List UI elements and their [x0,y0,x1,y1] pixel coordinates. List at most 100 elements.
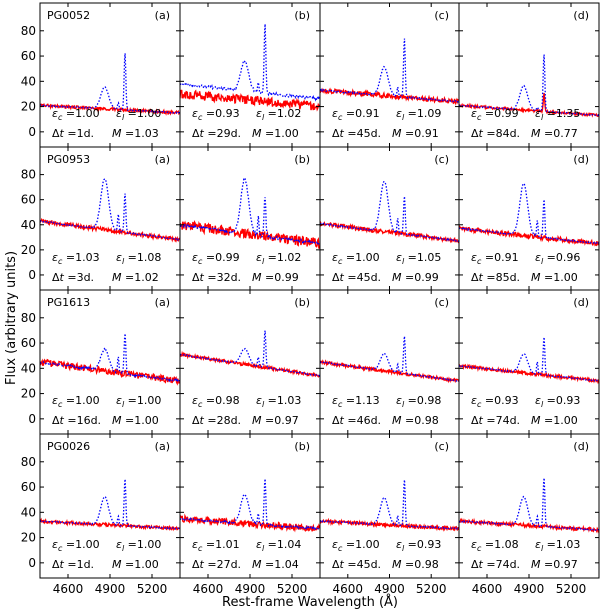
panel-letter: (b) [294,9,310,22]
blue-dotted-spectrum [459,182,599,246]
epsilon-c-annotation: εc =0.91 [471,251,519,266]
x-tick-label: 5200 [556,582,587,596]
panel-pg0026-b: 4600 4900 5200 (b) εc =1.01 εl =1.04 Δt =27d. M… [179,433,321,596]
y-tick-label: 60 [21,336,36,350]
object-label: PG1613 [47,296,90,309]
panel-pg0026-d: 4600 4900 5200 (d) εc =1.08 εl =1.03 Δt =74d. M… [458,433,600,596]
panel-letter: (a) [155,296,170,309]
panel-letter: (d) [573,9,589,22]
panel-pg1613-c: (c) εc =1.13 εl =0.98 Δt =46d. M =0.98 [319,289,460,435]
magnification-annotation: M =1.00 [531,271,578,284]
panel-pg0026-c: 4600 4900 5200 (c) εc =1.00 εl =0.93 Δt =45d. M… [319,433,460,596]
delta-t-annotation: Δt =27d. [192,558,241,571]
epsilon-l-annotation: εl =0.93 [535,394,580,409]
epsilon-c-annotation: εc =0.93 [471,394,519,409]
epsilon-c-annotation: εc =1.01 [192,538,240,553]
y-tick-label: 40 [21,361,36,375]
epsilon-l-annotation: εl =1.02 [256,251,301,266]
blue-dotted-spectrum [180,23,320,103]
epsilon-l-annotation: εl =0.93 [396,538,441,553]
blue-dotted-spectrum [40,333,180,384]
red-solid-spectrum [180,89,320,112]
delta-t-annotation: Δt =45d. [332,558,381,571]
x-tick-label: 4900 [95,582,126,596]
blue-dotted-spectrum [320,180,459,243]
blue-dotted-spectrum [320,336,459,382]
epsilon-l-annotation: εl =1.02 [256,107,301,122]
x-tick-label: 4900 [235,582,266,596]
magnification-annotation: M =1.00 [112,558,159,571]
epsilon-c-annotation: εc =1.00 [332,251,380,266]
panel-pg0026-a: 0 20 40 60 80 4600 4900 5200 PG0026 (a) εc =1.00 εl… [21,433,181,596]
delta-t-annotation: Δt =85d. [471,271,520,284]
epsilon-l-annotation: εl =1.35 [535,107,580,122]
magnification-annotation: M =1.00 [112,414,159,427]
magnification-annotation: M =1.02 [112,271,159,284]
epsilon-c-annotation: εc =0.99 [192,251,240,266]
x-axis-label: Rest-frame Wavelength (Å) [222,594,398,610]
delta-t-annotation: Δt =1d. [52,558,94,571]
epsilon-c-annotation: εc =0.98 [192,394,240,409]
delta-t-annotation: Δt =84d. [471,127,520,140]
delta-t-annotation: Δt =45d. [332,271,381,284]
panel-frame [179,2,321,148]
panel-frame [179,146,321,291]
spectra-group [40,333,180,386]
epsilon-c-annotation: εc =1.13 [332,394,380,409]
panel-frame [458,146,600,291]
blue-dotted-spectrum [40,479,180,530]
panel-frame [39,433,181,579]
spectra-group [320,38,459,106]
epsilon-l-annotation: εl =1.09 [396,107,441,122]
delta-t-annotation: Δt =3d. [52,271,94,284]
magnification-annotation: M =1.04 [252,558,299,571]
y-tick-label: 80 [21,24,36,38]
panel-letter: (d) [573,440,589,453]
panel-frame [319,433,460,579]
x-tick-label: 5200 [416,582,447,596]
x-tick-label: 4600 [472,582,503,596]
spectra-group [459,337,599,385]
epsilon-l-annotation: εl =1.04 [256,538,301,553]
delta-t-annotation: Δt =74d. [471,414,520,427]
epsilon-c-annotation: εc =1.00 [52,538,100,553]
panel-frame [179,433,321,579]
panel-pg0052-a: 0 20 40 60 80 PG0052 (a) εc =1.00 εl =1.00 Δt =1d… [21,2,181,148]
panel-pg0953-c: (c) εc =1.00 εl =1.05 Δt =45d. M =0.99 [319,146,460,291]
panel-letter: (a) [155,9,170,22]
magnification-annotation: M =0.98 [392,414,439,427]
y-tick-label: 60 [21,193,36,207]
blue-dotted-spectrum [40,53,180,114]
epsilon-c-annotation: εc =1.00 [52,107,100,122]
panel-frame [39,2,181,148]
spectra-group [459,182,599,247]
blue-dotted-spectrum [459,337,599,382]
panel-pg0052-d: (d) εc =0.99 εl =1.35 Δt =84d. M =0.77 [458,2,600,148]
panel-letter: (b) [294,440,310,453]
spectra-group [180,330,320,378]
red-solid-spectrum [459,517,599,534]
magnification-annotation: M =1.03 [112,127,159,140]
spectra-group [180,23,320,112]
y-tick-label: 40 [21,218,36,232]
epsilon-l-annotation: εl =1.00 [116,107,161,122]
epsilon-l-annotation: εl =1.03 [535,538,580,553]
epsilon-c-annotation: εc =0.93 [192,107,240,122]
panel-letter: (c) [434,9,449,22]
object-label: PG0026 [47,440,90,453]
panel-letter: (b) [294,296,310,309]
panel-pg1613-d: (d) εc =0.93 εl =0.93 Δt =74d. M =1.00 [458,289,600,435]
spectra-group [40,479,180,532]
magnification-annotation: M =0.97 [252,414,299,427]
spectra-group [320,479,459,532]
magnification-annotation: M =0.99 [252,271,299,284]
red-solid-spectrum [180,350,320,378]
y-tick-label: 20 [21,387,36,401]
delta-t-annotation: Δt =46d. [332,414,381,427]
panel-pg0953-b: (b) εc =0.99 εl =1.02 Δt =32d. M =0.99 [179,146,321,291]
panel-letter: (a) [155,153,170,166]
delta-t-annotation: Δt =29d. [192,127,241,140]
x-tick-label: 4600 [333,582,364,596]
blue-dotted-spectrum [320,38,459,103]
